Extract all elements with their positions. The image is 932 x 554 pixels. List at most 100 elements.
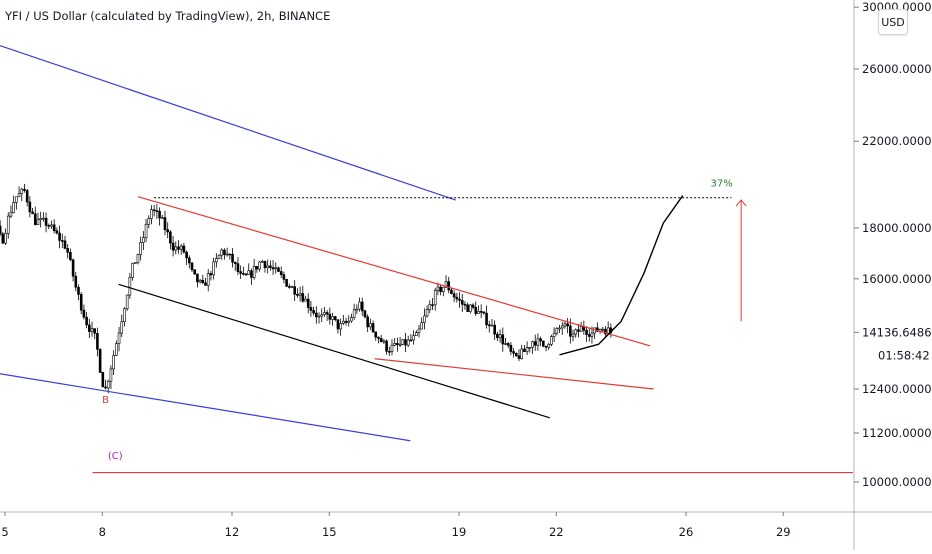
candle-body [601, 328, 605, 331]
candle-body [452, 293, 456, 298]
candle-body [474, 307, 478, 314]
candle-body [88, 324, 91, 332]
candle-body [531, 341, 534, 348]
candle-body [236, 263, 240, 272]
candle-body [460, 300, 464, 305]
candle-body [406, 339, 410, 346]
candle-body [277, 267, 280, 272]
candle-body [390, 344, 394, 352]
candle-body [571, 333, 575, 337]
candle-body [250, 270, 253, 278]
candle-body [101, 372, 105, 388]
candle-body [547, 344, 551, 348]
candle-body [196, 273, 199, 283]
candle-body [150, 209, 153, 219]
price-axis-label: 16000.00000 [862, 272, 932, 286]
candle-body [550, 336, 553, 345]
candle-body [231, 253, 234, 263]
candle-body [182, 245, 186, 253]
time-axis-label: 26 [679, 525, 694, 539]
candle-body [323, 312, 326, 316]
candle-body [325, 312, 329, 315]
candle-body [285, 279, 288, 287]
candle-body [512, 351, 515, 354]
currency-button[interactable]: USD [878, 9, 908, 35]
candle-body [552, 332, 556, 337]
candle-body [188, 257, 191, 264]
candle-body [220, 249, 224, 256]
candle-body [463, 303, 467, 306]
candle-body [352, 309, 356, 318]
candle-body [36, 219, 40, 226]
candle-body [228, 253, 232, 256]
candle-body [287, 286, 291, 288]
candle-body [225, 253, 229, 256]
candle-body [77, 286, 80, 295]
candle-body [244, 273, 248, 276]
candle-body [117, 332, 121, 344]
candle-body [315, 312, 318, 318]
candle-body [142, 237, 145, 243]
candle-body [269, 265, 272, 268]
candle-body [106, 380, 110, 389]
candle-body [9, 212, 13, 217]
candle-body [6, 215, 10, 234]
candle-body [498, 334, 502, 339]
candle-body [69, 251, 72, 261]
candle-body [223, 249, 226, 256]
candle-body [485, 312, 488, 326]
candle-body [163, 217, 167, 230]
candle-body [358, 301, 361, 310]
candle-body [415, 332, 418, 336]
candle-body [160, 217, 164, 219]
candle-body [301, 293, 305, 302]
candle-body [185, 251, 188, 259]
price-axis-label: 18000.00000 [862, 221, 932, 235]
candle-body [479, 311, 483, 313]
candle-body [347, 320, 351, 323]
candle-body [490, 324, 494, 327]
target-arrow-head [735, 199, 747, 207]
candle-body [533, 341, 537, 346]
candle-body [455, 296, 459, 300]
candle-body [136, 254, 140, 263]
candle-body [520, 348, 523, 359]
candle-body [398, 343, 402, 346]
candle-body [577, 329, 580, 332]
candle-body [371, 323, 375, 333]
candle-body [55, 230, 59, 234]
candle-body [528, 347, 532, 349]
candle-body [31, 211, 34, 215]
candle-body [47, 225, 51, 227]
candle-body [417, 328, 421, 333]
candle-body [290, 286, 294, 288]
candle-body [17, 193, 21, 198]
candle-body [4, 232, 7, 244]
candle-body [23, 188, 26, 191]
wave-b-label: B [102, 395, 109, 406]
candle-body [447, 281, 451, 291]
candle-body [96, 332, 99, 350]
candle-body [177, 246, 180, 250]
candle-body [309, 307, 313, 311]
candle-body [293, 286, 296, 295]
candle-body [393, 343, 396, 346]
time-axis-label: 12 [225, 525, 240, 539]
candle-body [369, 323, 372, 328]
candle-body [63, 240, 67, 249]
candle-body [306, 298, 310, 308]
candle-body [204, 282, 207, 286]
candle-body [125, 294, 129, 310]
candle-body [39, 218, 42, 220]
candle-body [158, 210, 161, 219]
candle-body [85, 316, 88, 326]
candle-body [563, 323, 567, 327]
candle-body [258, 261, 261, 270]
candle-body [458, 298, 461, 301]
projection-curve [559, 195, 684, 356]
time-axis-label: 5 [1, 525, 8, 539]
candle-body [350, 317, 353, 322]
time-axis-label: 29 [776, 525, 791, 539]
